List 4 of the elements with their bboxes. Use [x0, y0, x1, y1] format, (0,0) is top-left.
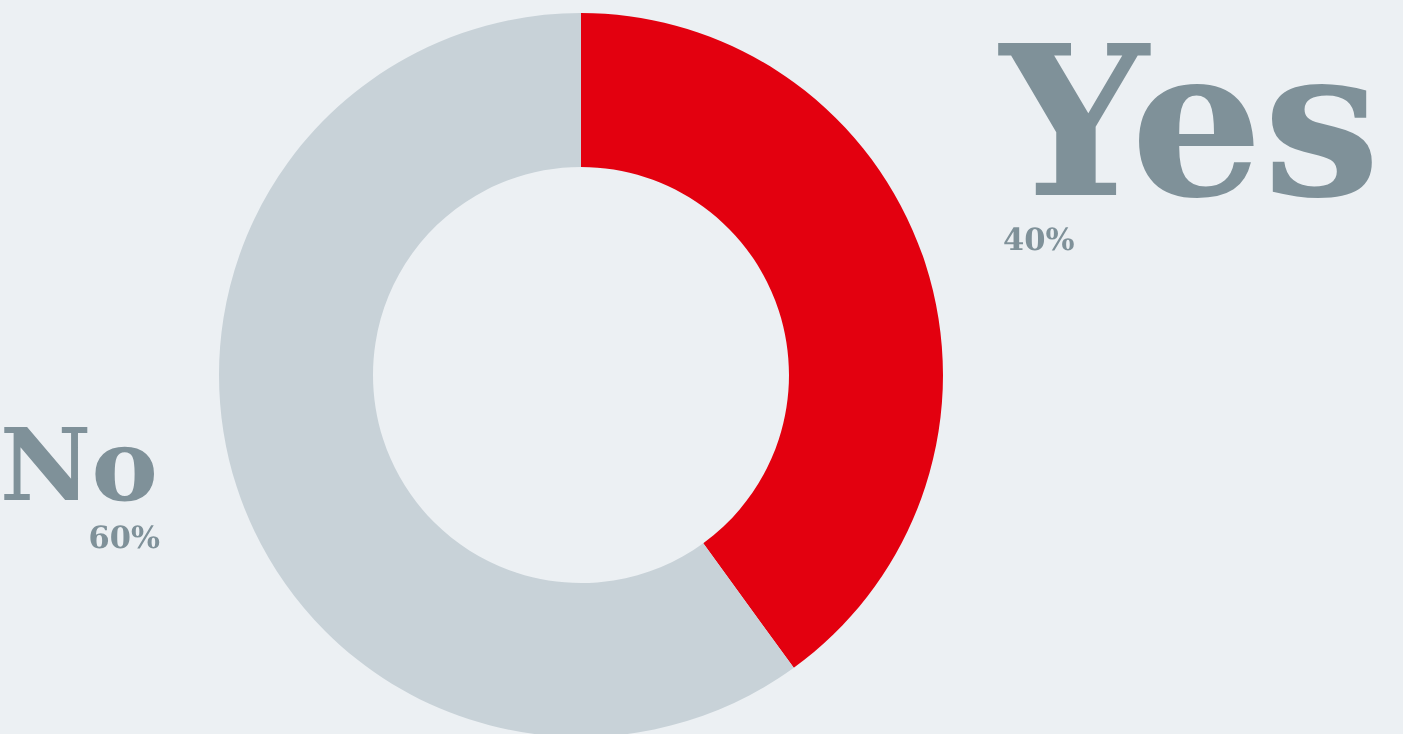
slice-label: No — [4, 427, 154, 502]
data-label: 60% — [90, 525, 160, 549]
data-label: 40% — [1004, 227, 1074, 251]
slice-label: Yes — [998, 43, 1372, 198]
